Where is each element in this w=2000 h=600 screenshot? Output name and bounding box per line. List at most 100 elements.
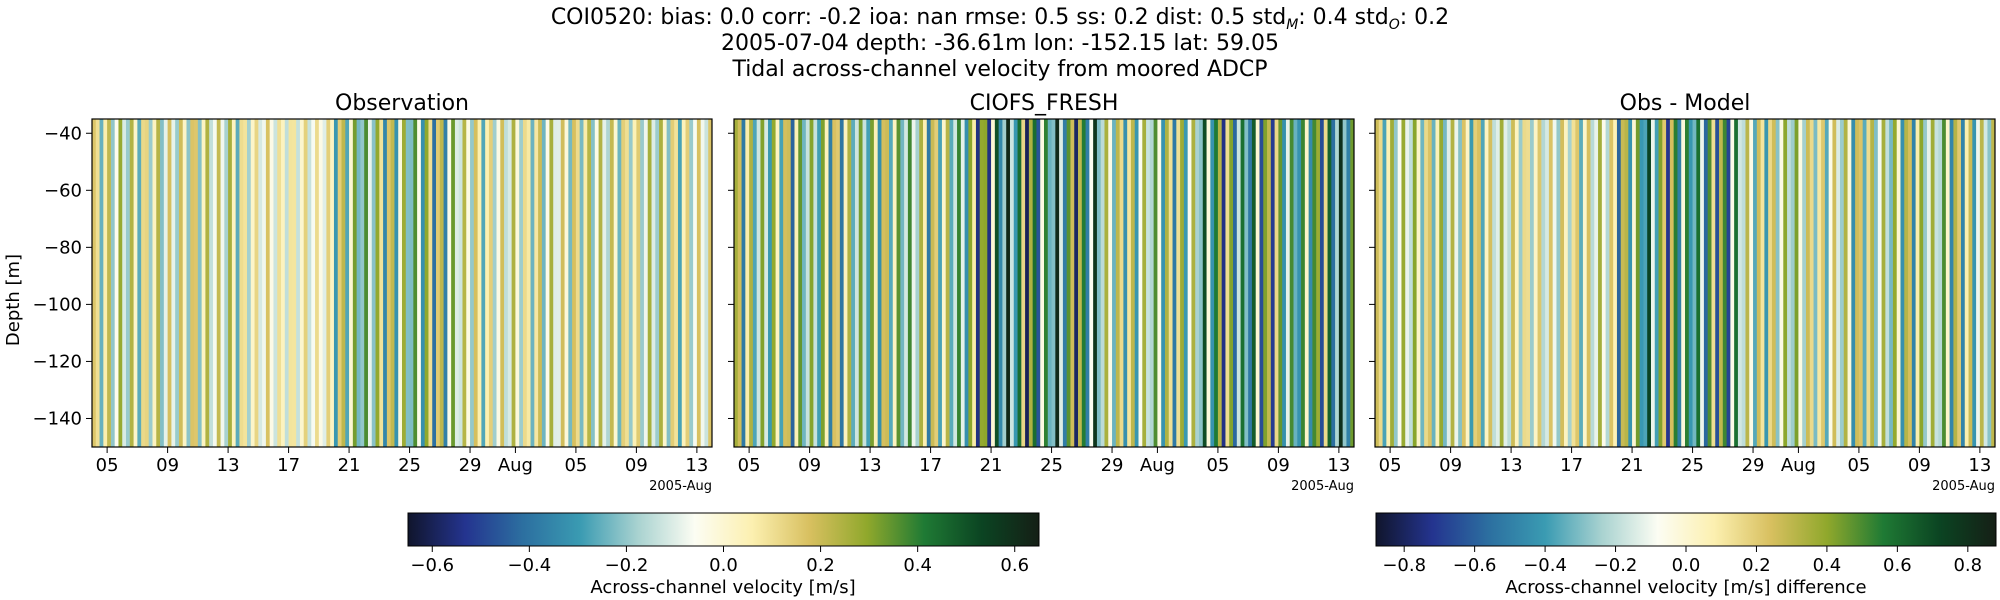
heatmap-cell (1783, 119, 1788, 447)
heatmap-cell (1420, 119, 1425, 447)
heatmap-cell (1282, 119, 1287, 447)
heatmap-cell (405, 119, 410, 447)
heatmap-cell (1737, 119, 1743, 447)
heatmap-cell (1424, 119, 1429, 447)
heatmap-cell (854, 119, 860, 447)
heatmap-cell (915, 119, 920, 447)
x-tick-label: 13 (217, 455, 240, 476)
heatmap-cell (451, 119, 456, 447)
heatmap-cell (1096, 119, 1102, 447)
heatmap-cell (99, 119, 104, 447)
heatmap-cell (1567, 119, 1572, 447)
heatmap-cell (1104, 119, 1109, 447)
heatmap-cell (171, 119, 176, 447)
heatmap-cell (1100, 119, 1105, 447)
heatmap-cell (862, 119, 867, 447)
heatmap-cell (998, 119, 1003, 447)
heatmap-cell (1745, 119, 1750, 447)
heatmap-cell (677, 119, 683, 447)
heatmap-cell (118, 119, 123, 447)
heatmap-cell (1346, 119, 1351, 447)
colorbar-tick-label: 0.4 (1813, 555, 1842, 576)
heatmap-cell (224, 119, 229, 447)
heatmap-cell (1915, 119, 1920, 447)
heatmap-cell (194, 119, 199, 447)
plot-frame (91, 118, 713, 448)
heatmap-cell (1858, 119, 1864, 447)
heatmap-cell (1032, 119, 1037, 447)
heatmap-cell (1635, 119, 1641, 447)
heatmap-cell (1221, 119, 1226, 447)
heatmap-cell (485, 119, 490, 447)
x-tick-label: 13 (859, 455, 882, 476)
x-offset-label: 2005-Aug (1291, 479, 1354, 494)
heatmap-cell (975, 119, 981, 447)
heatmap-cell (1401, 119, 1406, 447)
heatmap-cell (383, 119, 388, 447)
heatmap-cell (1666, 119, 1671, 447)
heatmap-cell (881, 119, 886, 447)
heatmap-cell (1647, 119, 1652, 447)
heatmap-cell (1805, 119, 1811, 447)
heatmap-cell (1142, 119, 1147, 447)
heatmap-cell (802, 119, 807, 447)
heatmap-cell (1323, 119, 1328, 447)
heatmap-cell (443, 119, 448, 447)
heatmap-cell (708, 119, 713, 447)
heatmap-cell (1293, 119, 1298, 447)
heatmap-cell (371, 119, 376, 447)
y-axis (728, 132, 734, 419)
heatmap-cell (1435, 119, 1440, 447)
heatmap-cell (1870, 119, 1875, 447)
heatmap-cell (1579, 119, 1584, 447)
heatmap-cell (1598, 119, 1603, 447)
heatmap-cell (813, 119, 818, 447)
heatmap-cell (749, 119, 754, 447)
heatmap-cell (420, 119, 426, 447)
heatmap-cell (1896, 119, 1901, 447)
heatmap-cell (409, 119, 414, 447)
heatmap-cell (609, 119, 615, 447)
heatmap-cell (1074, 119, 1079, 447)
heatmap-cell (1514, 119, 1520, 447)
heatmap-cell (1556, 119, 1561, 447)
heatmap-cell (575, 119, 581, 447)
heatmap-cell (764, 119, 769, 447)
heatmap-cell (247, 119, 252, 447)
x-tick-label: Aug (498, 455, 533, 476)
x-tick-label: 09 (156, 455, 179, 476)
heatmap-cell (269, 119, 274, 447)
heatmap-cell (1768, 119, 1773, 447)
heatmap-cell (462, 119, 467, 447)
heatmap-cell (1115, 119, 1121, 447)
heatmap-cell (923, 119, 928, 447)
heatmap-cell (632, 119, 637, 447)
heatmap-cell (1575, 119, 1580, 447)
heatmap-cell (1949, 119, 1954, 447)
heatmap-cell (1297, 119, 1302, 447)
heatmap-cell (95, 119, 100, 447)
heatmap-cell (647, 119, 652, 447)
heatmap-cell (1025, 119, 1030, 447)
heatmap-cell (1270, 119, 1276, 447)
x-tick-label: 05 (738, 455, 761, 476)
heatmap-cell (1632, 119, 1637, 447)
heatmap-cell (1240, 119, 1245, 447)
x-tick-label: 21 (1621, 455, 1644, 476)
heatmap-cell (1191, 119, 1196, 447)
heatmap-cell (526, 119, 531, 447)
heatmap-cell (1047, 119, 1052, 447)
colorbar-label: Across-channel velocity [m/s] (590, 577, 855, 598)
heatmap-cell (333, 119, 339, 447)
heatmap-cell (1881, 119, 1886, 447)
heatmap-cell (277, 119, 282, 447)
heatmap-cell (934, 119, 939, 447)
heatmap-cell (1017, 119, 1022, 447)
colorbar-tick-label: −0.2 (605, 555, 649, 576)
heatmap-cell (786, 119, 792, 447)
heatmap-cell (926, 119, 931, 447)
heatmap-cell (1164, 119, 1170, 447)
heatmap-cell (1590, 119, 1595, 447)
heatmap-cell (1149, 119, 1155, 447)
heatmap-cell (360, 119, 365, 447)
